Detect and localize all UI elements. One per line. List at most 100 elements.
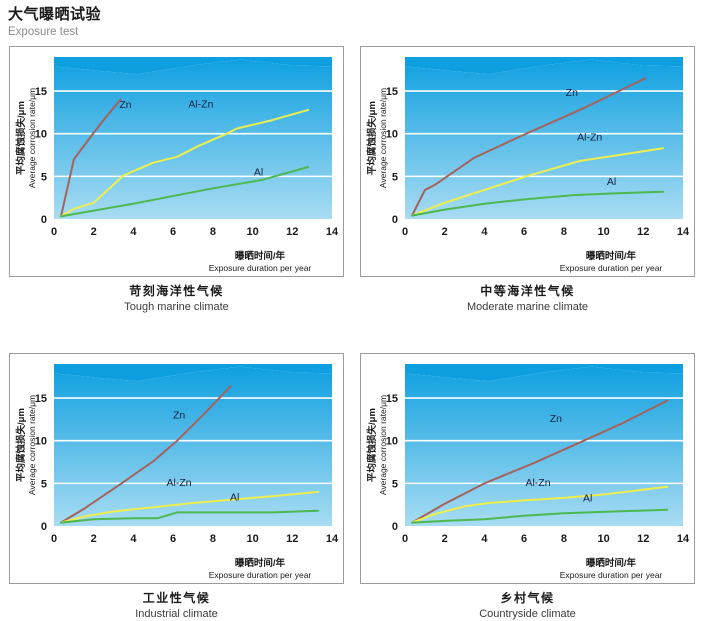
svg-text:0: 0	[51, 533, 57, 545]
svg-text:5: 5	[392, 171, 398, 183]
svg-text:6: 6	[521, 533, 527, 545]
svg-text:Exposure duration per year: Exposure duration per year	[560, 570, 663, 580]
svg-text:Al-Zn: Al-Zn	[525, 477, 550, 489]
svg-text:Al: Al	[254, 167, 263, 179]
chart-panel-industrial: Zn Al-Zn Al 0 5 10 15 0 2 4 6 8 10 12 14 平均腐蚀损失/μm Avera…	[0, 353, 352, 621]
svg-text:Average corrosion rate/μm: Average corrosion rate/μm	[378, 88, 388, 188]
chart-caption: 中等海洋性气候 Moderate marine climate	[360, 284, 695, 314]
svg-text:4: 4	[481, 226, 488, 238]
svg-text:10: 10	[246, 533, 258, 545]
svg-text:10: 10	[35, 436, 47, 448]
svg-text:12: 12	[286, 226, 298, 238]
svg-text:Exposure duration per year: Exposure duration per year	[209, 570, 312, 580]
chart-frame: Zn Al-Zn Al 0 5 10 15 0 2 4 6 8 10 12 14 平均腐蚀损失/μm Avera…	[9, 353, 344, 584]
svg-text:4: 4	[130, 226, 137, 238]
svg-text:Exposure duration per year: Exposure duration per year	[209, 263, 312, 273]
caption-cn: 中等海洋性气候	[480, 284, 575, 298]
svg-text:Al-Zn: Al-Zn	[188, 98, 213, 110]
svg-text:Average corrosion rate/μm: Average corrosion rate/μm	[378, 395, 388, 495]
charts-grid: Zn Al-Zn Al 0 5 10 15 0 2 4 6 8 10 12 14 平均腐蚀损失/μm Avera…	[0, 46, 705, 621]
svg-text:5: 5	[41, 171, 47, 183]
svg-text:8: 8	[561, 226, 567, 238]
svg-text:8: 8	[210, 226, 216, 238]
svg-text:Zn: Zn	[119, 99, 131, 111]
svg-text:Zn: Zn	[173, 410, 185, 422]
svg-text:10: 10	[597, 533, 609, 545]
svg-text:15: 15	[35, 393, 47, 405]
svg-text:10: 10	[386, 436, 398, 448]
svg-text:Al-Zn: Al-Zn	[577, 132, 602, 144]
chart-caption: 工业性气候 Industrial climate	[9, 591, 344, 621]
svg-text:0: 0	[41, 521, 47, 533]
caption-cn: 乡村气候	[500, 591, 555, 605]
caption-cn: 工业性气候	[142, 591, 211, 605]
svg-text:6: 6	[170, 533, 176, 545]
svg-text:4: 4	[130, 533, 137, 545]
chart-panel-countryside: Zn Al-Zn Al 0 5 10 15 0 2 4 6 8 10 12 14 平均腐蚀损失/μm Avera…	[352, 353, 704, 621]
svg-text:0: 0	[51, 226, 57, 238]
svg-text:2: 2	[442, 226, 448, 238]
svg-text:2: 2	[442, 533, 448, 545]
svg-text:Al: Al	[230, 491, 239, 503]
svg-text:Exposure duration per year: Exposure duration per year	[560, 263, 663, 273]
svg-text:14: 14	[326, 533, 339, 545]
svg-text:0: 0	[392, 521, 398, 533]
chart-frame: Zn Al-Zn Al 0 5 10 15 0 2 4 6 8 10 12 14 平均腐蚀损失/μm Avera…	[9, 46, 344, 277]
svg-text:曝晒时间/年: 曝晒时间/年	[235, 250, 286, 262]
svg-text:5: 5	[392, 478, 398, 490]
svg-text:曝晒时间/年: 曝晒时间/年	[586, 557, 637, 569]
svg-text:15: 15	[386, 86, 398, 98]
svg-text:曝晒时间/年: 曝晒时间/年	[586, 250, 637, 262]
page-title-cn: 大气曝晒试验	[8, 6, 102, 23]
svg-text:曝晒时间/年: 曝晒时间/年	[235, 557, 286, 569]
svg-text:14: 14	[326, 226, 339, 238]
svg-text:Al: Al	[607, 176, 616, 188]
svg-text:Average corrosion rate/μm: Average corrosion rate/μm	[27, 88, 37, 188]
caption-en: Tough marine climate	[124, 301, 229, 313]
caption-en: Moderate marine climate	[466, 301, 589, 313]
svg-text:Al: Al	[583, 492, 592, 504]
svg-text:2: 2	[91, 533, 97, 545]
chart-frame: Zn Al-Zn Al 0 5 10 15 0 2 4 6 8 10 12 14 平均腐蚀损失/μm Avera…	[360, 353, 695, 584]
svg-text:6: 6	[521, 226, 527, 238]
caption-cn: 苛刻海洋性气候	[129, 284, 224, 298]
svg-text:平均腐蚀损失/μm: 平均腐蚀损失/μm	[366, 101, 378, 175]
svg-text:6: 6	[170, 226, 176, 238]
chart-caption: 苛刻海洋性气候 Tough marine climate	[9, 284, 344, 314]
svg-text:10: 10	[35, 129, 47, 141]
svg-text:12: 12	[637, 226, 649, 238]
svg-text:Average corrosion rate/μm: Average corrosion rate/μm	[27, 395, 37, 495]
svg-text:10: 10	[246, 226, 258, 238]
svg-text:10: 10	[597, 226, 609, 238]
page-title-en: Exposure test	[8, 26, 79, 38]
svg-text:平均腐蚀损失/μm: 平均腐蚀损失/μm	[15, 101, 27, 175]
chart-canvas-countryside: Zn Al-Zn Al 0 5 10 15 0 2 4 6 8 10 12 14 平均腐蚀损失/μm Avera…	[366, 364, 690, 580]
svg-text:14: 14	[677, 533, 690, 545]
svg-text:4: 4	[481, 533, 488, 545]
chart-canvas-moderate-marine: Zn Al-Zn Al 0 5 10 15 0 2 4 6 8 10 12 14 平均腐蚀损失/μm Avera…	[366, 57, 690, 273]
svg-text:0: 0	[402, 533, 408, 545]
svg-text:12: 12	[286, 533, 298, 545]
svg-text:0: 0	[41, 214, 47, 226]
svg-text:平均腐蚀损失/μm: 平均腐蚀损失/μm	[366, 408, 378, 482]
chart-panel-moderate-marine: Zn Al-Zn Al 0 5 10 15 0 2 4 6 8 10 12 14 平均腐蚀损失/μm Avera…	[352, 46, 704, 314]
svg-text:平均腐蚀损失/μm: 平均腐蚀损失/μm	[15, 408, 27, 482]
svg-text:Al-Zn: Al-Zn	[167, 477, 192, 489]
page-header: 大气曝晒试验 Exposure test	[0, 0, 705, 40]
chart-panel-tough-marine: Zn Al-Zn Al 0 5 10 15 0 2 4 6 8 10 12 14 平均腐蚀损失/μm Avera…	[0, 46, 352, 314]
svg-text:5: 5	[41, 478, 47, 490]
svg-text:14: 14	[677, 226, 690, 238]
svg-text:8: 8	[210, 533, 216, 545]
svg-text:2: 2	[91, 226, 97, 238]
svg-text:8: 8	[561, 533, 567, 545]
svg-text:15: 15	[35, 86, 47, 98]
svg-text:0: 0	[392, 214, 398, 226]
chart-canvas-tough-marine: Zn Al-Zn Al 0 5 10 15 0 2 4 6 8 10 12 14 平均腐蚀损失/μm Avera…	[15, 57, 339, 273]
chart-canvas-industrial: Zn Al-Zn Al 0 5 10 15 0 2 4 6 8 10 12 14 平均腐蚀损失/μm Avera…	[15, 364, 339, 580]
svg-text:0: 0	[402, 226, 408, 238]
svg-text:Zn: Zn	[550, 413, 562, 425]
caption-en: Countryside climate	[479, 608, 576, 620]
caption-en: Industrial climate	[135, 608, 218, 620]
chart-caption: 乡村气候 Countryside climate	[360, 591, 695, 621]
chart-frame: Zn Al-Zn Al 0 5 10 15 0 2 4 6 8 10 12 14 平均腐蚀损失/μm Avera…	[360, 46, 695, 277]
